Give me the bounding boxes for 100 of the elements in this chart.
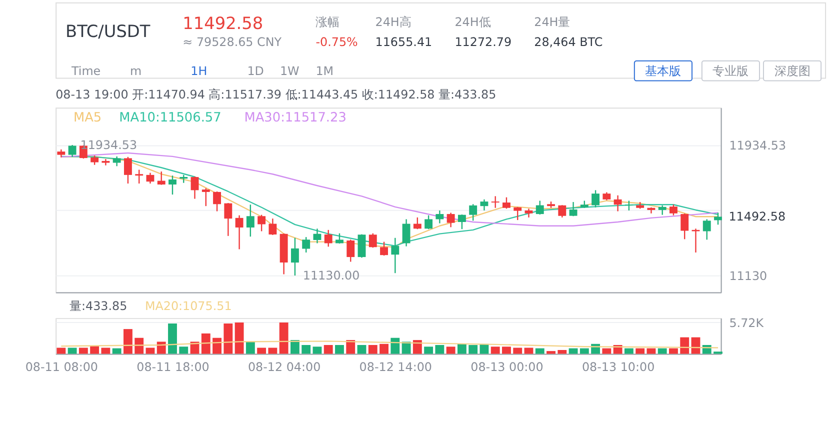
bar [457, 344, 466, 354]
candlestick [68, 144, 76, 158]
annotation: 11492.58 [728, 210, 786, 224]
candlestick [124, 156, 132, 184]
bar [246, 342, 255, 354]
bar [669, 348, 678, 354]
candlestick [112, 156, 121, 167]
bar [390, 338, 400, 354]
candlestick [446, 212, 455, 228]
bar [424, 346, 434, 354]
candlestick [491, 196, 500, 208]
candlestick [569, 201, 578, 217]
candlestick [290, 237, 299, 276]
bar [357, 345, 366, 354]
text: 11492.58 [182, 13, 264, 34]
x-tick-label: 08-13 10:00 [582, 360, 655, 374]
bar [324, 345, 333, 354]
bar [624, 348, 634, 354]
text: ≈ 79528.65 CNY [182, 35, 282, 50]
candlestick [190, 176, 199, 200]
x-tick-label: 08-12 04:00 [248, 360, 321, 374]
candlestick [313, 228, 322, 244]
bar [56, 348, 66, 354]
text: 深度图 [774, 64, 810, 78]
bar [346, 340, 356, 354]
text: 涨幅 [316, 15, 340, 30]
bar [234, 322, 244, 354]
bar [568, 348, 578, 354]
text: 11272.79 [454, 35, 512, 50]
bar [201, 333, 210, 354]
text: 24H高 [375, 15, 412, 30]
chart-subtitle: 08-13 19:00 开:11470.94 高:11517.39 低:11443.45 收:11492.58 量:433.85 [56, 88, 496, 102]
candlestick [469, 204, 478, 222]
text: BTC/USDT [66, 21, 151, 42]
candlestick [714, 212, 722, 226]
bar [112, 348, 122, 354]
candlestick [480, 198, 488, 212]
bar [580, 348, 589, 354]
candlestick [213, 190, 221, 212]
text: 1M [316, 64, 334, 78]
bar [101, 348, 110, 354]
text: 基本版 [645, 64, 682, 78]
candlestick [90, 155, 99, 166]
text: MA5 [73, 110, 102, 126]
bar [68, 348, 77, 354]
text: 1W [280, 64, 300, 78]
candlestick [658, 204, 666, 216]
y-tick-label: 5.72K [729, 316, 765, 330]
bar [168, 324, 177, 354]
candlestick [592, 190, 600, 208]
bar [312, 346, 322, 354]
bar [558, 350, 567, 354]
bar [146, 348, 155, 354]
bar [636, 348, 645, 354]
bar [224, 324, 233, 354]
bar [290, 340, 300, 354]
x-tick-label: 08-11 08:00 [25, 360, 98, 374]
candlestick [336, 232, 344, 244]
candlestick [702, 218, 711, 240]
bar [546, 351, 556, 354]
bar [368, 345, 378, 354]
bar [179, 346, 188, 354]
bar [480, 344, 489, 354]
candlestick [380, 241, 388, 256]
bar [513, 348, 522, 354]
candlestick [670, 204, 678, 216]
candlestick [168, 174, 176, 196]
candlestick [135, 169, 144, 184]
text: 24H量 [534, 15, 570, 30]
candlestick [157, 170, 166, 186]
text: 1H [190, 64, 208, 78]
bar [524, 348, 534, 354]
bar [680, 337, 690, 354]
x-tick-label: 08-13 00:00 [470, 360, 544, 374]
candlestick [302, 236, 310, 254]
bar [435, 345, 444, 354]
candlestick [424, 214, 433, 230]
candlestick [358, 234, 366, 258]
text: 28,464 BTC [534, 35, 603, 50]
text: 11655.41 [375, 35, 432, 50]
candlestick [458, 214, 466, 230]
bar [268, 348, 278, 354]
bar [602, 348, 612, 354]
bar [302, 345, 311, 354]
text: m [130, 64, 142, 78]
bar [335, 345, 344, 354]
x-tick-label: 08-12 14:00 [359, 360, 432, 374]
candlestick [624, 200, 633, 212]
candlestick [413, 216, 422, 230]
text: MA20:1075.51 [144, 299, 232, 314]
text: MA30:11517.23 [244, 110, 346, 126]
candlestick [436, 210, 444, 224]
candlestick [680, 212, 689, 240]
y-tick-label: 11130 [729, 269, 768, 284]
chart-title: 量:433.85 [70, 299, 128, 314]
candlestick [502, 196, 510, 210]
bar [257, 348, 266, 354]
bar [446, 346, 456, 354]
candlestick [246, 204, 254, 238]
candlestick [258, 214, 266, 232]
